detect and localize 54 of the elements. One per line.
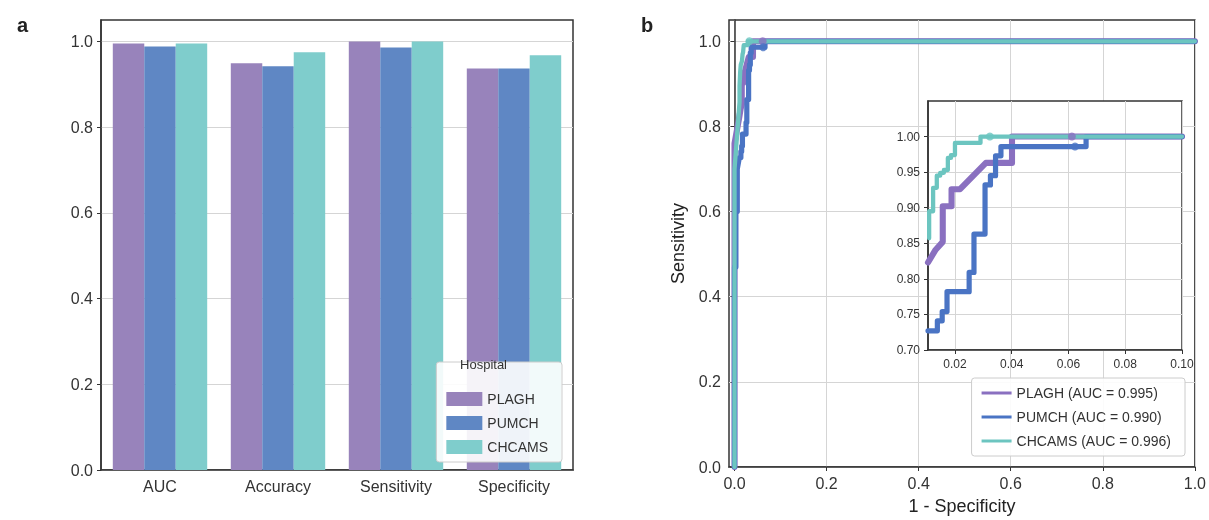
legend-title: Hospital bbox=[460, 357, 508, 372]
x-tick-label: Sensitivity bbox=[359, 477, 433, 495]
x-tick-label: 0.10 bbox=[1170, 357, 1194, 371]
line-series bbox=[926, 134, 1185, 241]
x-tick-label: 1.0 bbox=[1183, 474, 1207, 492]
legend-label: PUMCH bbox=[487, 415, 539, 431]
x-tick-label: 0.6 bbox=[999, 474, 1022, 492]
y-tick-label: 0.6 bbox=[70, 204, 94, 222]
x-tick-label: Specificity bbox=[477, 477, 551, 495]
x-tick-label: 0.0 bbox=[723, 474, 746, 492]
y-tick-label: 0.8 bbox=[698, 117, 722, 135]
y-tick-label: 0.2 bbox=[70, 375, 94, 393]
y-tick-label: 0.90 bbox=[896, 200, 921, 215]
bar bbox=[411, 41, 444, 470]
legend-label: PLAGH (AUC = 0.995) bbox=[1016, 385, 1158, 401]
y-tick-label: 0.2 bbox=[698, 373, 722, 391]
text: a bbox=[17, 14, 29, 36]
y-axis-title: Sensitivity bbox=[668, 202, 688, 285]
x-tick-label: 0.08 bbox=[1113, 357, 1138, 371]
y-tick-label: 0.80 bbox=[896, 271, 921, 286]
y-tick-label: 0.70 bbox=[896, 343, 921, 357]
text: b bbox=[641, 14, 654, 36]
y-tick-label: 1.0 bbox=[70, 32, 94, 50]
bar bbox=[230, 63, 263, 470]
y-tick-label: 1.00 bbox=[896, 129, 921, 144]
y-tick-label: 1.0 bbox=[698, 32, 722, 50]
y-tick-label: 0.85 bbox=[896, 236, 921, 251]
x-tick-label: 0.2 bbox=[815, 474, 838, 492]
x-tick-label: AUC bbox=[143, 477, 177, 495]
legend-label: CHCAMS (AUC = 0.996) bbox=[1016, 433, 1172, 449]
y-tick-label: 0.95 bbox=[896, 165, 921, 180]
y-tick-label: 0.4 bbox=[70, 290, 94, 308]
y-tick-label: 0.0 bbox=[70, 461, 94, 479]
bar bbox=[144, 46, 176, 470]
y-tick-label: 0.75 bbox=[896, 307, 921, 322]
x-tick-label: Accuracy bbox=[245, 477, 311, 495]
x-tick-label: 0.02 bbox=[943, 357, 967, 371]
y-tick-label: 0.4 bbox=[698, 288, 722, 306]
y-tick-label: 0.6 bbox=[698, 203, 722, 221]
bar bbox=[112, 43, 145, 470]
x-tick-label: 0.04 bbox=[1000, 357, 1024, 371]
legend-label: CHCAMS bbox=[487, 439, 548, 455]
x-tick-label: 0.8 bbox=[1091, 474, 1115, 492]
x-axis-title: 1 - Specificity bbox=[908, 496, 1016, 516]
bar bbox=[348, 41, 381, 470]
bar bbox=[293, 52, 326, 470]
legend-label: PLAGH bbox=[487, 391, 535, 407]
y-tick-label: 0.0 bbox=[698, 458, 722, 476]
bar bbox=[175, 43, 208, 470]
x-tick-label: 0.06 bbox=[1056, 357, 1081, 371]
y-tick-label: 0.8 bbox=[70, 118, 94, 136]
legend-label: PUMCH (AUC = 0.990) bbox=[1016, 409, 1162, 425]
bar bbox=[380, 47, 412, 470]
bar bbox=[262, 66, 294, 470]
